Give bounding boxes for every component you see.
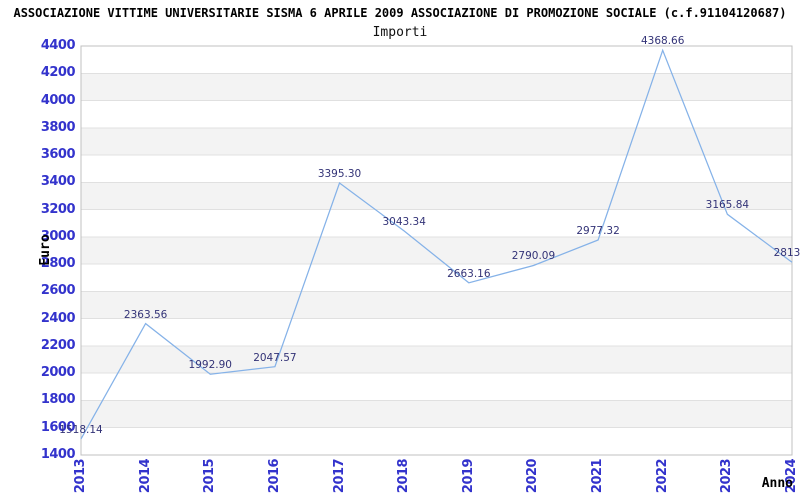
x-tick-label: 2013: [73, 458, 88, 494]
y-tick-label: 3200: [40, 201, 76, 217]
data-label: 3165.84: [705, 199, 750, 212]
data-label: 2663.16: [447, 267, 491, 280]
data-label: 2977.32: [576, 224, 620, 237]
y-tick-label: 4200: [40, 65, 76, 81]
y-tick-label: 1800: [40, 392, 76, 408]
plot-band: [81, 291, 792, 319]
y-tick-label: 2400: [40, 310, 76, 326]
plot-band: [81, 236, 792, 265]
y-tick-label: 2600: [40, 283, 76, 299]
plot-band: [81, 73, 792, 101]
y-tick-label: 3800: [40, 119, 76, 135]
chart-title: ASSOCIAZIONE VITTIME UNIVERSITARIE SISMA…: [13, 6, 787, 20]
plot-band: [81, 182, 792, 210]
y-tick-label: 2800: [40, 256, 76, 272]
x-tick-label: 2014: [137, 458, 153, 494]
data-label: 3395.30: [317, 167, 362, 180]
data-label: 4368.66: [641, 35, 685, 48]
x-tick-label: 2020: [525, 458, 541, 494]
x-tick-label: 2022: [654, 458, 670, 494]
plot-band: [81, 400, 792, 428]
data-label: 1518.14: [59, 423, 103, 436]
y-tick-label: 2200: [40, 337, 76, 353]
y-tick-label: 3600: [40, 147, 76, 163]
data-label: 2363.56: [123, 308, 168, 321]
y-tick-label: 1400: [40, 447, 76, 462]
y-tick-label: 1600: [40, 419, 76, 435]
plot-band: [81, 345, 792, 374]
x-tick-label: 2015: [202, 458, 218, 494]
x-tick-label: 2021: [590, 458, 606, 494]
plot-border: [80, 45, 793, 456]
data-label: 1992.90: [188, 359, 232, 372]
plot-band: [81, 127, 792, 156]
series-line: [80, 48, 793, 440]
data-label: 2790.09: [511, 250, 556, 263]
chart-subtitle: Importi: [372, 25, 428, 40]
y-tick-label: 4000: [40, 92, 76, 108]
x-axis-title: Anno: [761, 476, 793, 491]
y-tick-label: 2000: [40, 365, 76, 381]
x-tick-label: 2017: [331, 458, 347, 494]
data-label: 3043.34: [382, 215, 426, 228]
x-tick-label: 2018: [396, 458, 412, 494]
x-tick-label: 2019: [460, 458, 476, 494]
x-tick-label: 2016: [266, 458, 282, 494]
y-tick-label: 3000: [40, 228, 76, 244]
data-label: 2813.5: [773, 247, 800, 260]
data-label: 2047.57: [253, 351, 297, 364]
y-tick-label: 4400: [40, 38, 76, 53]
y-axis-title: Euro: [38, 234, 53, 266]
y-tick-label: 3400: [40, 174, 76, 190]
